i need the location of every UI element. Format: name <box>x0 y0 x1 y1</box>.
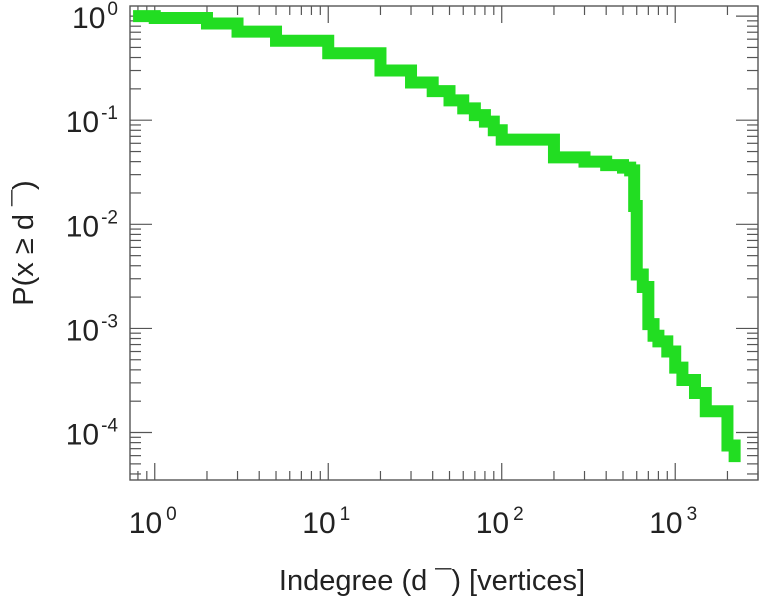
x-tick-label: 10 1 <box>302 504 350 540</box>
major-ticks <box>130 6 758 480</box>
y-axis-title: P(x ≥ d ¯) <box>8 180 40 305</box>
y-tick-label: 10 -4 <box>66 416 119 452</box>
minor-ticks <box>130 6 759 480</box>
y-tick-label: 10 0 <box>72 0 118 35</box>
series-layer <box>133 10 741 463</box>
x-axis-title: Indegree (d ¯) [vertices] <box>279 565 585 597</box>
x-tick-label: 10 3 <box>649 504 697 540</box>
x-tick-labels: 10 0 10 1 10 2 10 3 <box>129 504 697 540</box>
y-tick-label: 10 -2 <box>66 207 118 243</box>
x-tick-label: 10 2 <box>476 504 524 540</box>
plot-frame <box>129 5 759 481</box>
y-tick-label: 10 -3 <box>66 311 118 347</box>
x-tick-label: 10 0 <box>129 504 177 540</box>
y-tick-label: 10 -1 <box>66 103 118 139</box>
ccdf-series-line <box>133 10 741 463</box>
